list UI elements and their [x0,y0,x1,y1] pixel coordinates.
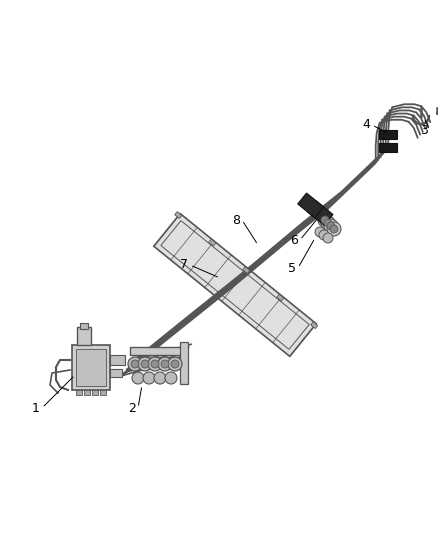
Bar [80,323,88,329]
Bar [379,130,397,139]
Bar [243,266,250,273]
Circle shape [131,360,139,368]
Bar [92,390,98,395]
Bar [175,212,182,219]
Bar [208,239,216,246]
Circle shape [324,219,338,233]
Bar [76,349,106,386]
Bar [130,347,185,355]
Circle shape [132,372,144,384]
Circle shape [315,227,325,237]
Polygon shape [154,214,316,357]
Circle shape [327,222,341,236]
Text: 4: 4 [362,118,370,132]
Bar [100,390,106,395]
Circle shape [148,357,162,371]
Circle shape [158,357,172,371]
Bar [76,390,82,395]
Bar [84,390,90,395]
Bar [180,342,188,384]
Circle shape [323,233,333,243]
Text: 1: 1 [32,401,40,415]
Circle shape [321,216,335,230]
Circle shape [319,230,329,240]
Text: 7: 7 [180,259,188,271]
Circle shape [143,372,155,384]
Circle shape [165,372,177,384]
Circle shape [330,225,338,233]
Text: 6: 6 [290,233,298,246]
Bar [311,322,318,329]
Circle shape [321,216,329,224]
Text: 3: 3 [420,124,428,136]
Circle shape [154,372,166,384]
Text: 8: 8 [232,214,240,227]
Bar [110,369,122,377]
Circle shape [324,219,332,227]
Circle shape [171,360,179,368]
Text: 2: 2 [128,401,136,415]
Circle shape [168,357,182,371]
Polygon shape [307,200,333,225]
Circle shape [141,360,149,368]
Circle shape [138,357,152,371]
Bar [379,143,397,152]
Circle shape [151,360,159,368]
Circle shape [161,360,169,368]
Circle shape [327,222,335,230]
Bar [277,294,284,301]
Circle shape [318,213,332,227]
Bar [110,355,125,365]
Circle shape [128,357,142,371]
Bar [72,345,110,390]
Polygon shape [298,193,324,218]
Text: 5: 5 [288,262,296,274]
Bar [77,327,91,345]
